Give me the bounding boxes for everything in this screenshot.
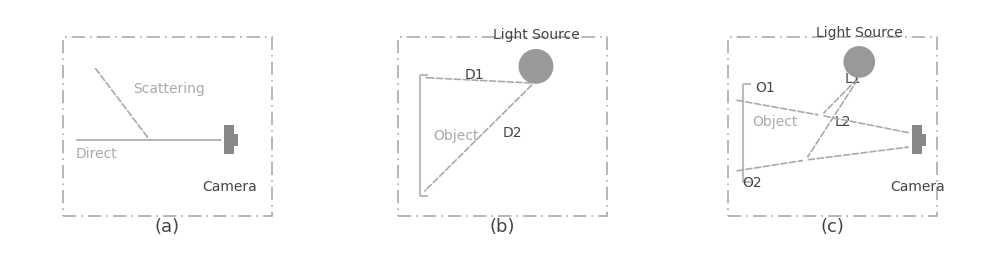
Text: Light Source: Light Source: [816, 26, 903, 40]
Text: Camera: Camera: [890, 180, 945, 194]
Text: (b): (b): [490, 218, 515, 236]
Bar: [922, 134, 926, 146]
Circle shape: [844, 47, 874, 77]
Text: (c): (c): [821, 218, 844, 236]
Text: Camera: Camera: [203, 180, 257, 194]
Text: D2: D2: [503, 126, 522, 140]
Text: Scattering: Scattering: [133, 82, 205, 97]
Text: Light Source: Light Source: [493, 28, 579, 42]
Text: Object: Object: [752, 115, 798, 129]
Text: L1: L1: [845, 72, 861, 86]
Bar: [234, 134, 238, 146]
Text: Object: Object: [433, 128, 479, 143]
Circle shape: [519, 50, 553, 83]
Text: L2: L2: [835, 115, 851, 129]
Text: (a): (a): [155, 218, 180, 236]
Text: O1: O1: [756, 81, 775, 95]
Text: O2: O2: [742, 176, 762, 190]
Bar: [912, 125, 922, 154]
Text: Direct: Direct: [76, 147, 118, 161]
Text: D1: D1: [465, 68, 484, 82]
Bar: [224, 125, 234, 154]
